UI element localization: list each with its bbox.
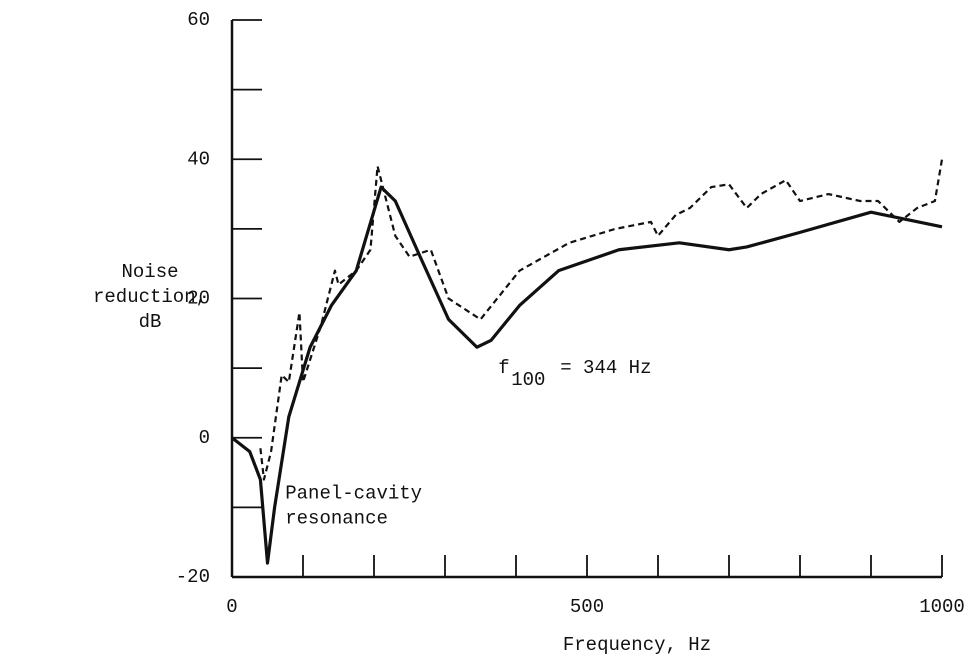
annotation: f — [498, 357, 509, 379]
x-tick-label: 500 — [570, 596, 604, 618]
y-tick-label: 40 — [187, 148, 210, 170]
x-tick-label: 0 — [226, 596, 237, 618]
y-tick-label: -20 — [176, 566, 210, 588]
x-tick-label: 1000 — [919, 596, 965, 618]
y-tick-label: 60 — [187, 9, 210, 31]
y-tick-label: 0 — [199, 427, 210, 449]
y-axis-label: dB — [139, 311, 162, 333]
annotation: Panel-cavity — [285, 482, 422, 504]
y-axis-label: Noise — [121, 261, 178, 283]
y-axis-label: reduction, — [93, 286, 207, 308]
annotation: resonance — [285, 507, 388, 529]
y-tick-label: 20 — [187, 288, 210, 310]
dashed-line — [259, 159, 944, 481]
annotation-subscript: 100 — [511, 369, 545, 391]
solid-line — [231, 185, 943, 565]
x-axis-label: Frequency, Hz — [563, 634, 711, 656]
annotation: = 344 Hz — [560, 357, 651, 379]
